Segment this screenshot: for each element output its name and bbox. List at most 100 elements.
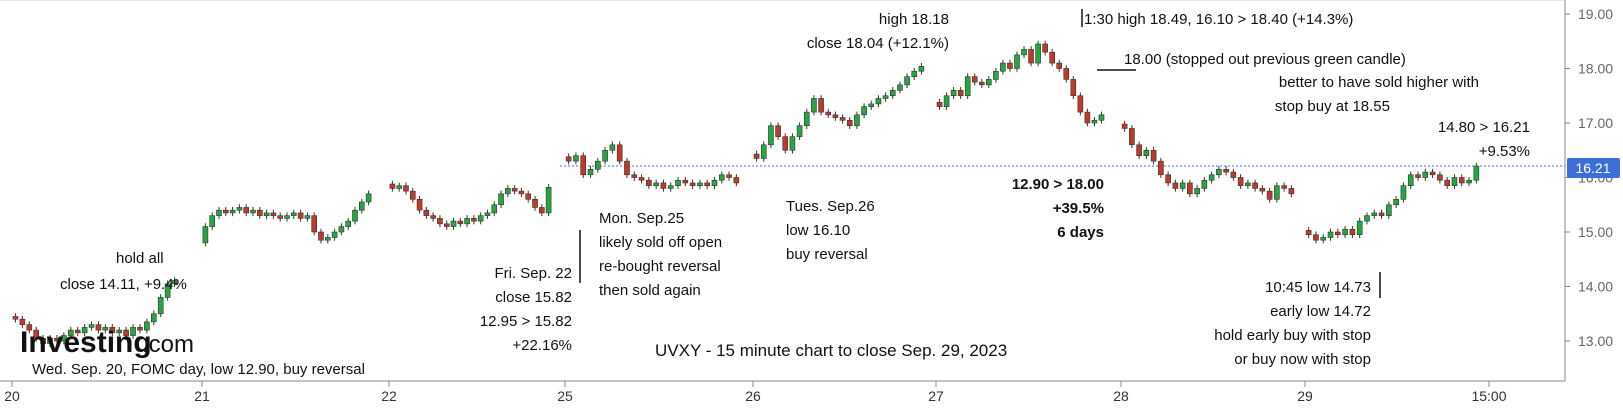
x-tick-label: 29 [1297,388,1313,404]
candle-body [1429,171,1436,176]
candle-body [1187,182,1193,195]
candle-body [1063,68,1070,80]
candle-body [1007,62,1013,69]
x-tick-label: 22 [381,388,397,404]
candle-body [682,179,689,184]
annotation-mon-3: re-bought reversal [599,258,721,275]
candle-body [602,149,608,162]
candle-body [936,101,943,107]
candle-body [171,280,178,285]
annotation-stop-3: stop buy at 18.55 [1275,98,1390,115]
candle-body [511,188,518,192]
candle-body [450,220,457,227]
candle-body [950,90,957,97]
candle-body [868,103,875,107]
candle-body [277,215,284,219]
candle-body [832,114,839,118]
candle-body [711,179,718,186]
annotation-top-high: 1:30 high 18.49, 16.10 > 18.40 (+14.3%) [1084,11,1353,28]
candle-body [646,179,652,186]
candle-body [782,136,789,151]
candle-body [803,111,810,127]
candle-body [704,182,710,186]
candle-body [61,335,67,342]
candle-body [518,190,525,195]
candle-body [1098,114,1105,121]
candle-body [1266,190,1273,200]
candle-body [918,66,925,72]
candle-body [839,117,846,121]
x-tick-label: 27 [928,388,944,404]
candle-body [1230,171,1237,178]
candle-body [971,76,978,83]
candle-body [1259,188,1266,192]
candle-body [1237,177,1244,186]
y-tick-label: 18.00 [1578,61,1613,77]
candle-body [396,185,402,189]
candle-body [137,327,143,331]
candle-body [430,215,436,219]
candle-body [67,329,74,336]
candle-body [978,81,985,86]
candle-body [47,337,53,345]
candle-body [854,114,860,127]
candle-body [250,209,256,214]
candle-body [697,182,703,186]
candle-body [88,324,95,328]
annotation-tue-3: buy reversal [786,246,868,263]
candle-body [718,174,725,181]
candle-body [443,223,450,227]
candle-body [911,70,918,77]
candle-body [1000,62,1006,72]
candle-body [525,193,532,200]
annotation-low-2: early low 14.72 [1270,303,1371,320]
candle-body [263,212,270,216]
annotation-gain-3: 6 days [1057,224,1104,241]
annotation-gain-1: 12.90 > 18.00 [1012,176,1104,193]
candle-body [667,185,674,189]
candle-body [897,84,903,91]
candle-body [365,193,372,203]
y-tick-label: 13.00 [1578,333,1613,349]
candle-body [1201,179,1208,189]
candle-body [689,182,696,186]
candle-body [1035,43,1041,64]
candle-body [157,297,164,315]
candle-body [638,177,645,181]
candle-body [1473,165,1480,181]
annotation-tue-2: low 16.10 [786,222,850,239]
candle-body [1451,177,1458,186]
candle-body [1014,54,1020,69]
candle-body [1245,182,1251,186]
annotation-low-4: or buy now with stop [1234,351,1371,368]
candle-body [1021,49,1027,56]
candle-body [216,209,222,216]
candle-body [236,207,243,211]
x-tick-label: 20 [4,388,20,404]
candle-body [818,98,824,113]
candle-body [825,111,832,116]
candle-body [457,220,464,225]
last-price-tag: 16.21 [1567,158,1620,178]
annotation-stop-1: 18.00 (stopped out previous green candle… [1124,51,1406,68]
candle-body [733,177,740,184]
candle-body [423,209,430,216]
candle-body [1349,228,1356,236]
annotation-low-3: hold early buy with stop [1214,327,1371,344]
candle-body [116,329,123,334]
candle-body [904,76,910,86]
candle-body [1049,51,1055,64]
annotation-high-1: high 18.18 [879,11,949,28]
candle-body [1371,212,1378,216]
candle-body [484,212,491,216]
annotation-right-2: +9.53% [1479,143,1530,160]
candle-body [1056,62,1063,69]
candle-body [565,156,572,162]
candle-body [1281,185,1287,189]
y-tick-label: 19.00 [1578,6,1613,22]
candle-body [1194,188,1200,195]
candle-body [324,237,331,241]
